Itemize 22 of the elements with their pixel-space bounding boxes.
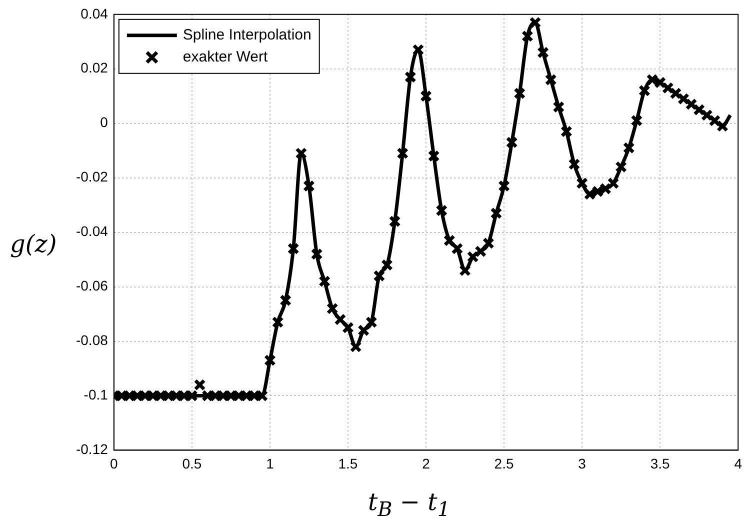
y-tick-label: -0.08 xyxy=(76,332,108,348)
x-tick-label: 4 xyxy=(734,455,742,472)
y-tick-label: 0.04 xyxy=(80,5,108,22)
y-tick-label: -0.12 xyxy=(76,441,108,458)
y-tick-label: -0.02 xyxy=(76,168,108,185)
y-tick-label: -0.1 xyxy=(84,386,108,403)
y-axis-title: g(z) xyxy=(10,230,57,258)
x-axis-title: t$_{B}$ − t$_{1}$ xyxy=(366,488,452,521)
y-tick-label: -0.06 xyxy=(76,278,108,294)
x-tick-label: 3 xyxy=(578,455,586,472)
y-tick-label: 0.02 xyxy=(80,60,108,76)
legend-label: exakter Wert xyxy=(182,48,268,66)
y-tick-label: 0 xyxy=(100,114,108,130)
legend-label: Spline Interpolation xyxy=(182,26,312,44)
x-tick-label: 0 xyxy=(110,455,118,472)
x-tick-label: 0.5 xyxy=(182,455,202,472)
x-tick-label: 3.5 xyxy=(650,455,670,472)
x-tick-label: 1.5 xyxy=(338,455,358,472)
x-tick-label: 2.5 xyxy=(494,455,514,472)
x-tick-label: 1 xyxy=(266,455,274,472)
y-tick-label: -0.04 xyxy=(76,223,108,240)
x-tick-label: 2 xyxy=(422,455,430,472)
